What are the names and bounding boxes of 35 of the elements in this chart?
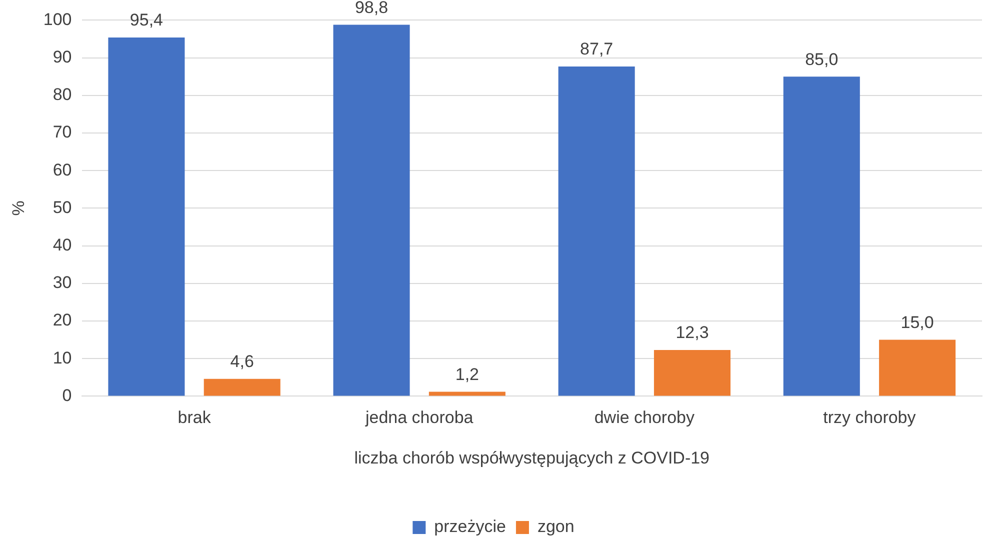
y-tick-label: 60 [52, 160, 72, 180]
y-tick-label: 50 [52, 198, 72, 217]
y-tick-label: 90 [52, 47, 72, 66]
bar [204, 378, 280, 396]
y-tick-label: 100 [43, 10, 72, 29]
bar [654, 350, 730, 396]
bar [558, 66, 635, 396]
bar [333, 24, 410, 396]
data-label: 98,8 [354, 0, 388, 17]
y-tick-label: 80 [52, 85, 72, 104]
y-tick-label: 20 [52, 310, 72, 330]
bar [879, 340, 956, 396]
data-label: 4,6 [230, 352, 254, 372]
legend-label: zgon [537, 517, 574, 536]
data-label: 15,0 [900, 312, 934, 332]
y-tick-label: 30 [52, 273, 72, 292]
legend-label: przeżycie [434, 517, 506, 536]
data-label: 87,7 [580, 40, 614, 59]
bar [783, 76, 860, 396]
bar [108, 37, 185, 396]
x-axis-title: liczba chorób współwystępujących z COVID-19 [354, 448, 710, 468]
x-tick-label: dwie choroby [594, 408, 695, 428]
data-label: 12,3 [676, 323, 709, 342]
y-tick-label: 10 [52, 348, 72, 368]
x-tick-label: trzy choroby [823, 408, 916, 428]
data-label: 1,2 [455, 364, 479, 384]
x-tick-label: brak [178, 408, 212, 428]
x-tick-label: jedna choroba [364, 408, 474, 428]
data-label: 95,4 [130, 10, 164, 30]
y-axis-title: % [8, 200, 28, 216]
data-label: 85,0 [805, 50, 838, 69]
y-tick-label: 70 [52, 122, 72, 142]
bar [428, 392, 506, 396]
y-tick-label: 0 [62, 386, 72, 405]
y-tick-label: 40 [52, 235, 72, 254]
